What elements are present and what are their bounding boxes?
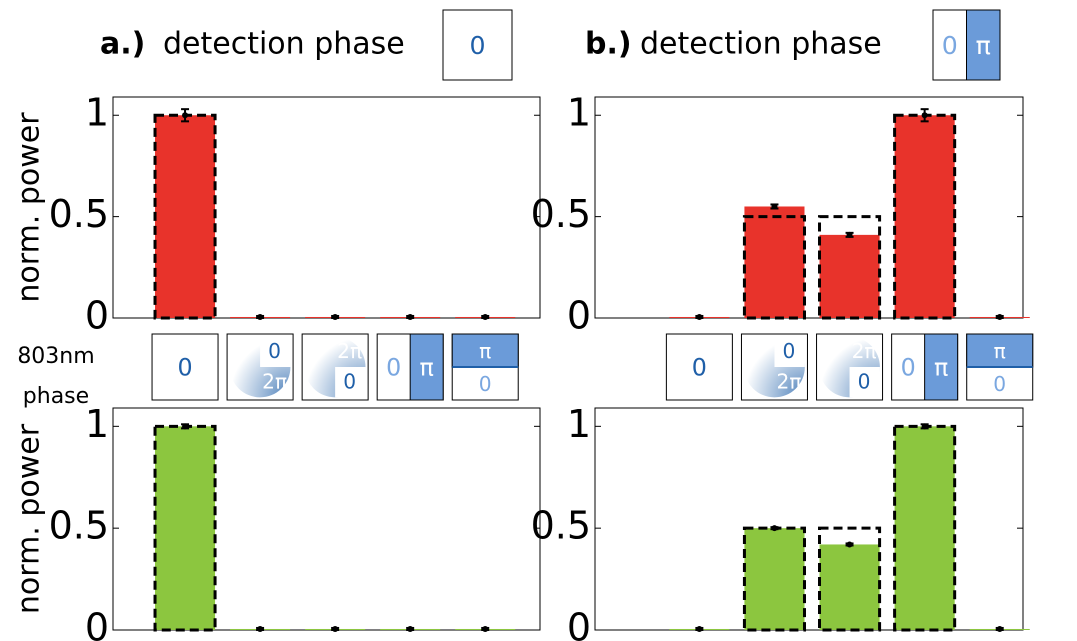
icon-text: 0: [177, 354, 192, 382]
bar: [820, 544, 880, 630]
icon-text: 0: [942, 31, 958, 60]
figure: a.)detection phase0b.)detection phase0π0…: [0, 0, 1077, 641]
y-tick-label: 0.5: [49, 504, 109, 548]
icon-text: π: [479, 339, 491, 363]
bar: [155, 115, 215, 318]
plot-area: [595, 97, 1023, 318]
phase-icon: 0: [152, 334, 218, 400]
error-dot: [482, 626, 488, 632]
error-dot: [332, 314, 338, 320]
header-text: detection phase: [163, 27, 405, 62]
icon-text: 0: [858, 369, 871, 393]
panel-label: b.): [585, 27, 632, 62]
icon-text: 0: [343, 369, 356, 393]
y-tick-label: 0: [85, 294, 109, 338]
error-dot: [482, 314, 488, 320]
error-dot: [847, 232, 853, 238]
y-tick-label: 0: [567, 294, 591, 338]
phase-icon: 0: [666, 334, 732, 400]
icon-text: 0: [479, 372, 492, 396]
bar: [895, 426, 955, 630]
error-dot: [696, 314, 702, 320]
error-dot: [997, 626, 1003, 632]
error-bar: [846, 232, 854, 238]
icon-text: 2π: [262, 369, 287, 393]
error-dot: [696, 626, 702, 632]
icon-text: 0: [469, 31, 485, 60]
phase-icon: π0: [967, 334, 1033, 400]
page: a.)detection phase0b.)detection phase0π0…: [0, 0, 1077, 641]
bar: [744, 528, 804, 630]
error-dot: [257, 314, 263, 320]
error-dot: [771, 203, 777, 209]
icon-text: π: [994, 339, 1006, 363]
phase-row-label: 803nm: [17, 344, 94, 369]
icon-text: 0: [386, 354, 401, 382]
error-dot: [997, 314, 1003, 320]
y-axis-label: norm. power: [12, 112, 47, 303]
icon-text: 0: [993, 372, 1006, 396]
icon-text: 0: [692, 354, 707, 382]
y-tick-label: 1: [567, 402, 591, 446]
y-tick-label: 0.5: [531, 504, 591, 548]
y-tick-label: 0.5: [531, 192, 591, 236]
icon-text: 2π: [852, 339, 877, 363]
y-tick-label: 0: [567, 606, 591, 641]
icon-text: π: [976, 31, 991, 60]
y-tick-label: 1: [85, 91, 109, 135]
bar: [895, 115, 955, 318]
icon-text: 2π: [337, 339, 362, 363]
phase-icon: 02π: [227, 334, 293, 400]
header-text: detection phase: [640, 27, 882, 62]
error-dot: [847, 541, 853, 547]
error-dot: [407, 626, 413, 632]
plot-area: [595, 408, 1023, 630]
phase-row-label: phase: [23, 384, 89, 409]
y-tick-label: 1: [567, 91, 591, 135]
phase-icon: 02π: [741, 334, 807, 400]
phase-icon: π0: [452, 334, 518, 400]
icon-text: π: [420, 354, 434, 382]
bar: [820, 235, 880, 318]
y-axis-label: norm. power: [12, 423, 47, 614]
bar: [155, 426, 215, 630]
error-dot: [332, 626, 338, 632]
error-dot: [407, 314, 413, 320]
icon-text: 0: [901, 354, 916, 382]
y-tick-label: 0: [85, 606, 109, 641]
icon-text: 2π: [776, 369, 801, 393]
icon-text: 0: [268, 339, 281, 363]
icon-text: π: [934, 354, 948, 382]
phase-icon: 0: [443, 10, 512, 80]
error-bar: [770, 203, 778, 209]
phase-icon: 2π0: [817, 334, 883, 400]
panel-label: a.): [100, 27, 145, 62]
icon-text: 0: [783, 339, 796, 363]
error-dot: [257, 626, 263, 632]
bar: [744, 206, 804, 318]
y-tick-label: 0.5: [49, 192, 109, 236]
phase-icon: 2π0: [302, 334, 368, 400]
